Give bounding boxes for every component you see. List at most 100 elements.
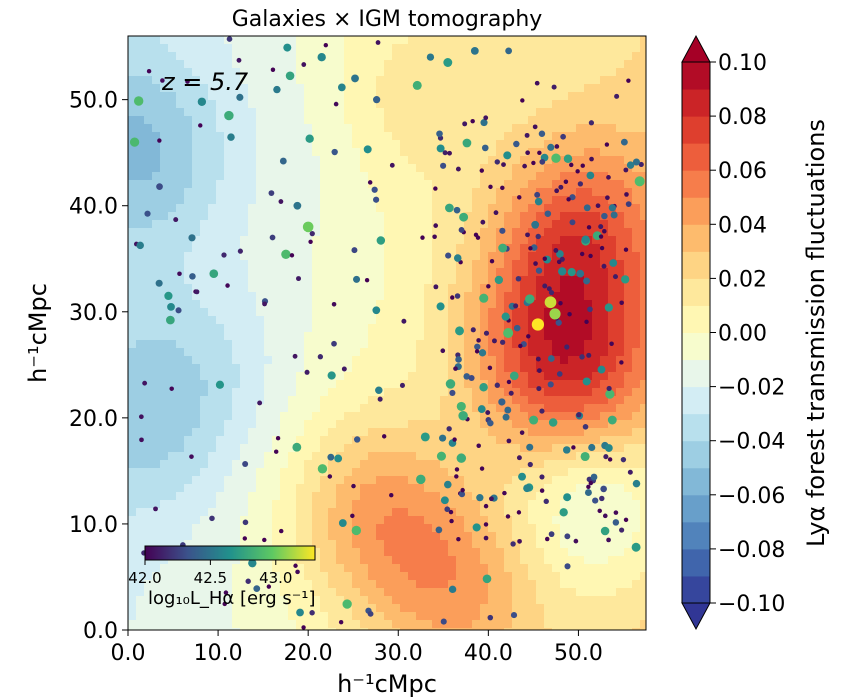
field-cell (152, 36, 161, 45)
field-cell (616, 260, 625, 269)
field-cell (376, 356, 385, 365)
field-cell (504, 484, 513, 493)
field-cell (488, 396, 497, 405)
field-cell (160, 588, 169, 597)
field-cell (360, 420, 369, 429)
field-cell (288, 484, 297, 493)
field-cell (504, 116, 513, 125)
field-cell (616, 428, 625, 437)
field-cell (520, 372, 529, 381)
field-cell (144, 492, 153, 501)
field-cell (632, 300, 641, 309)
field-cell (520, 524, 529, 533)
field-cell (480, 476, 489, 485)
field-cell (584, 612, 593, 621)
field-cell (360, 332, 369, 341)
field-cell (416, 116, 425, 125)
field-cell (296, 596, 305, 605)
field-cell (296, 412, 305, 421)
field-cell (368, 252, 377, 261)
field-cell (520, 244, 529, 253)
field-cell (520, 492, 529, 501)
field-cell (128, 500, 137, 509)
galaxy-point (450, 295, 455, 300)
field-cell (176, 388, 185, 397)
field-cell (176, 404, 185, 413)
field-cell (512, 468, 521, 477)
field-cell (632, 292, 641, 301)
field-cell (216, 540, 225, 549)
field-cell (472, 364, 481, 373)
field-cell (256, 68, 265, 77)
field-cell (472, 68, 481, 77)
field-cell (408, 132, 417, 141)
field-cell (376, 380, 385, 389)
field-cell (472, 220, 481, 229)
field-cell (400, 596, 409, 605)
field-cell (576, 308, 585, 317)
field-cell (312, 356, 321, 365)
field-cell (592, 380, 601, 389)
field-cell (344, 572, 353, 581)
field-cell (232, 620, 241, 629)
field-cell (152, 212, 161, 221)
field-cell (264, 332, 273, 341)
field-cell (280, 212, 289, 221)
field-cell (408, 476, 417, 485)
field-cell (376, 52, 385, 61)
field-cell (480, 612, 489, 621)
field-cell (344, 492, 353, 501)
field-cell (616, 116, 625, 125)
field-cell (184, 492, 193, 501)
field-cell (584, 140, 593, 149)
galaxy-point (539, 408, 545, 414)
field-cell (616, 76, 625, 85)
field-cell (336, 508, 345, 517)
field-cell (592, 508, 601, 517)
field-cell (472, 260, 481, 269)
field-cell (216, 452, 225, 461)
field-cell (352, 564, 361, 573)
field-cell (200, 44, 209, 53)
field-cell (424, 516, 433, 525)
field-cell (312, 300, 321, 309)
field-cell (224, 396, 233, 405)
field-cell (328, 268, 337, 277)
field-cell (528, 172, 537, 181)
field-cell (240, 348, 249, 357)
field-cell (480, 244, 489, 253)
field-cell (600, 76, 609, 85)
field-cell (368, 444, 377, 453)
field-cell (144, 140, 153, 149)
field-cell (248, 60, 257, 69)
field-cell (624, 44, 633, 53)
field-cell (456, 284, 465, 293)
field-cell (392, 84, 401, 93)
field-cell (584, 404, 593, 413)
field-cell (432, 548, 441, 557)
field-cell (456, 268, 465, 277)
field-cell (424, 412, 433, 421)
field-cell (560, 244, 569, 253)
field-cell (304, 620, 313, 629)
field-cell (568, 372, 577, 381)
field-cell (184, 388, 193, 397)
field-cell (408, 148, 417, 157)
field-cell (464, 92, 473, 101)
field-cell (600, 140, 609, 149)
field-cell (592, 116, 601, 125)
field-cell (400, 292, 409, 301)
field-cell (640, 172, 646, 181)
field-cell (568, 292, 577, 301)
field-cell (384, 188, 393, 197)
field-cell (384, 340, 393, 349)
field-cell (632, 188, 641, 197)
field-cell (168, 308, 177, 317)
field-cell (152, 116, 161, 125)
field-cell (384, 356, 393, 365)
field-cell (312, 340, 321, 349)
field-cell (160, 340, 169, 349)
field-cell (408, 260, 417, 269)
field-cell (296, 452, 305, 461)
field-cell (440, 52, 449, 61)
